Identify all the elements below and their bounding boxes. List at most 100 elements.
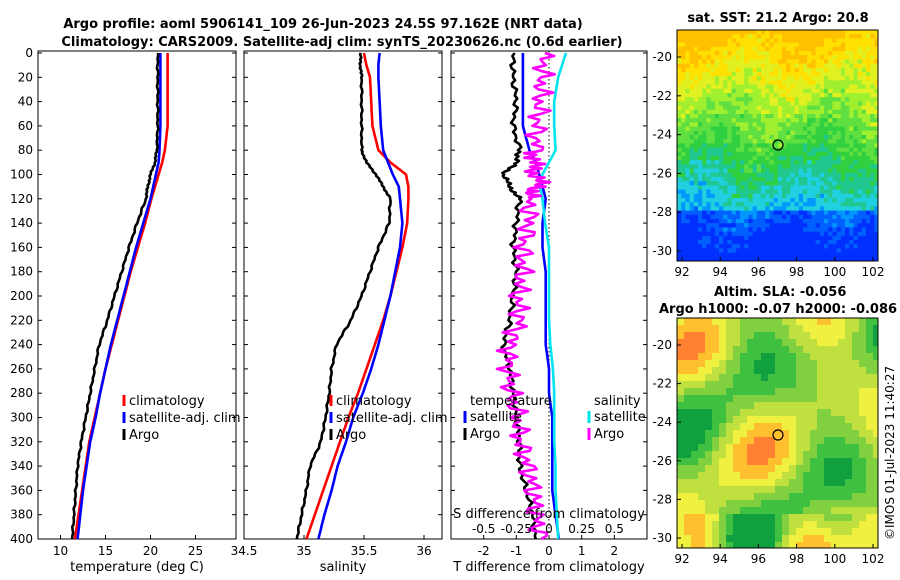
sst-cell: [773, 202, 779, 207]
map-y-tick-label: -28: [652, 492, 672, 506]
sla-cell: [761, 486, 769, 494]
sst-cell: [836, 84, 842, 90]
sst-cell: [824, 143, 829, 148]
sst-cell: [845, 256, 850, 261]
sla-cell: [747, 332, 755, 340]
sla-cell: [754, 500, 762, 508]
sla-cell: [698, 479, 706, 487]
sst-cell: [807, 63, 812, 69]
sla-cell: [726, 416, 734, 424]
sst-cell: [752, 84, 758, 90]
sla-cell: [733, 535, 741, 543]
sla-cell: [852, 458, 860, 466]
sst-cell: [840, 160, 846, 165]
sst-cell: [777, 34, 783, 39]
sla-cell: [831, 339, 839, 347]
sst-cell: [685, 164, 690, 169]
sst-cell: [714, 206, 720, 211]
sst-cell: [719, 198, 724, 203]
sst-cell: [693, 147, 699, 153]
sst-cell: [748, 114, 753, 119]
sst-cell: [698, 198, 703, 203]
sst-cell: [685, 198, 690, 203]
sst-cell: [836, 114, 842, 119]
sst-cell: [786, 223, 791, 228]
sla-cell: [768, 493, 776, 501]
sst-cell: [815, 227, 821, 232]
sla-cell: [733, 472, 741, 480]
sst-cell: [756, 185, 762, 190]
sla-cell: [859, 402, 867, 410]
sla-cell: [754, 507, 762, 515]
sst-cell: [706, 38, 711, 43]
sst-cell: [786, 198, 791, 203]
sst-cell: [794, 84, 800, 90]
sst-cell: [861, 93, 867, 98]
sst-cell: [874, 235, 878, 241]
sla-cell: [726, 381, 734, 389]
sst-cell: [748, 227, 753, 232]
sst-cell: [693, 76, 699, 81]
sla-cell: [719, 409, 727, 417]
sst-cell: [794, 160, 800, 165]
sst-cell: [685, 126, 690, 132]
sla-cell: [761, 339, 769, 347]
sst-cell: [744, 80, 749, 85]
sst-cell: [794, 118, 800, 123]
sst-cell: [840, 244, 846, 249]
sst-cell: [681, 193, 686, 199]
sst-cell: [824, 34, 829, 39]
sla-cell: [845, 493, 853, 501]
sst-cell: [693, 34, 699, 39]
sst-cell: [761, 172, 766, 178]
sla-cell: [859, 472, 867, 480]
sst-cell: [815, 130, 821, 136]
sla-cell: [740, 430, 748, 438]
sst-cell: [769, 214, 774, 220]
sst-cell: [777, 252, 783, 258]
sst-cell: [840, 109, 846, 115]
sst-cell: [723, 193, 728, 199]
sst-cell: [794, 198, 800, 203]
sst-cell: [735, 172, 741, 178]
sst-cell: [710, 189, 716, 195]
sst-cell: [693, 80, 699, 85]
sst-cell: [735, 189, 741, 195]
sst-cell: [773, 219, 779, 224]
sst-cell: [752, 177, 758, 182]
sst-cell: [782, 143, 787, 148]
sla-cell: [803, 353, 811, 361]
sst-cell: [832, 248, 837, 253]
sst-cell: [807, 231, 812, 237]
sst-cell: [773, 105, 779, 111]
sst-cell: [840, 101, 846, 106]
sst-cell: [874, 156, 878, 161]
sst-cell: [861, 130, 867, 136]
sst-cell: [752, 189, 758, 195]
sst-cell: [748, 248, 753, 253]
sst-cell: [744, 109, 749, 115]
sla-cell: [831, 381, 839, 389]
sst-cell: [840, 206, 846, 211]
sla-cell: [817, 430, 825, 438]
sst-cell: [824, 46, 829, 52]
sla-cell: [817, 416, 825, 424]
sst-cell: [681, 76, 686, 81]
sst-cell: [853, 181, 858, 186]
sst-cell: [866, 185, 871, 190]
sst-cell: [723, 109, 728, 115]
sst-cell: [815, 105, 821, 111]
sla-cell: [873, 332, 878, 340]
sst-cell: [828, 55, 833, 60]
sst-cell: [845, 143, 850, 148]
depth-tick-label: 40: [18, 95, 33, 109]
sla-cell: [684, 514, 692, 522]
sst-cell: [719, 42, 724, 48]
sst-cell: [677, 126, 682, 132]
sst-cell: [752, 122, 758, 127]
sla-cell: [768, 409, 776, 417]
sst-cell: [727, 177, 732, 182]
sst-cell: [740, 202, 745, 207]
sst-cell: [815, 143, 821, 148]
sst-cell: [811, 198, 816, 203]
